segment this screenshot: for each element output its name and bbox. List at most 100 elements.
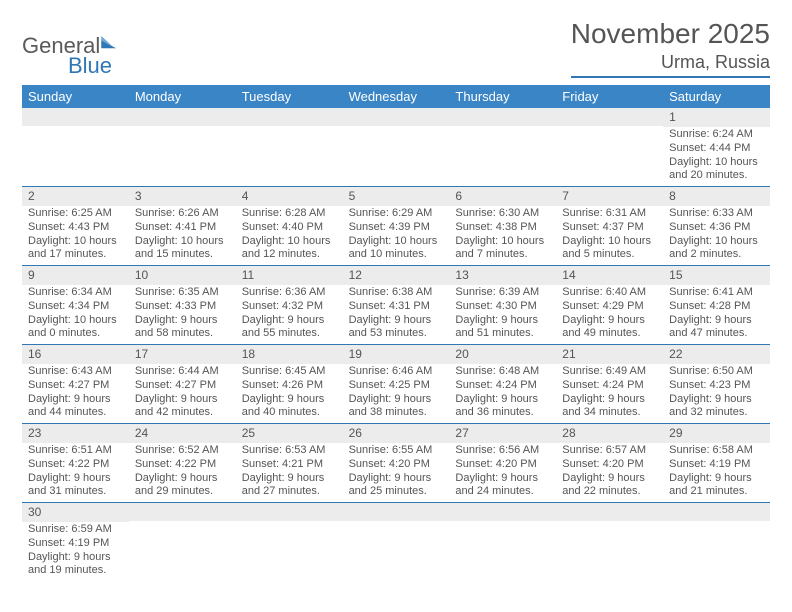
day-info: Sunrise: 6:24 AMSunset: 4:44 PMDaylight:… [663, 127, 770, 186]
sunset: Sunset: 4:27 PM [135, 379, 230, 393]
sunset: Sunset: 4:22 PM [28, 458, 123, 472]
calendar-cell: 23Sunrise: 6:51 AMSunset: 4:22 PMDayligh… [22, 424, 129, 502]
dow-sunday: Sunday [22, 85, 129, 108]
sunrise: Sunrise: 6:57 AM [562, 444, 657, 458]
calendar-cell [343, 503, 450, 581]
sunset: Sunset: 4:29 PM [562, 300, 657, 314]
sunrise: Sunrise: 6:49 AM [562, 365, 657, 379]
day-number: 1 [663, 108, 770, 127]
calendar-row: 30Sunrise: 6:59 AMSunset: 4:19 PMDayligh… [22, 503, 770, 581]
day-info: Sunrise: 6:53 AMSunset: 4:21 PMDaylight:… [236, 443, 343, 502]
sunrise: Sunrise: 6:44 AM [135, 365, 230, 379]
day-number: 17 [129, 345, 236, 364]
day-number: 30 [22, 503, 129, 522]
daylight: Daylight: 9 hours and 53 minutes. [349, 314, 444, 342]
daylight: Daylight: 9 hours and 49 minutes. [562, 314, 657, 342]
daylight: Daylight: 9 hours and 55 minutes. [242, 314, 337, 342]
daylight: Daylight: 9 hours and 32 minutes. [669, 393, 764, 421]
sunset: Sunset: 4:23 PM [669, 379, 764, 393]
day-info: Sunrise: 6:44 AMSunset: 4:27 PMDaylight:… [129, 364, 236, 423]
calendar-cell [663, 503, 770, 581]
calendar-cell: 1Sunrise: 6:24 AMSunset: 4:44 PMDaylight… [663, 108, 770, 186]
location: Urma, Russia [571, 52, 770, 78]
calendar-row: 23Sunrise: 6:51 AMSunset: 4:22 PMDayligh… [22, 424, 770, 503]
daylight: Daylight: 10 hours and 2 minutes. [669, 235, 764, 263]
calendar-cell: 13Sunrise: 6:39 AMSunset: 4:30 PMDayligh… [449, 266, 556, 344]
sunset: Sunset: 4:36 PM [669, 221, 764, 235]
day-info: Sunrise: 6:39 AMSunset: 4:30 PMDaylight:… [449, 285, 556, 344]
day-info: Sunrise: 6:51 AMSunset: 4:22 PMDaylight:… [22, 443, 129, 502]
day-info: Sunrise: 6:59 AMSunset: 4:19 PMDaylight:… [22, 522, 129, 581]
calendar-row: 1Sunrise: 6:24 AMSunset: 4:44 PMDaylight… [22, 108, 770, 187]
day-info: Sunrise: 6:38 AMSunset: 4:31 PMDaylight:… [343, 285, 450, 344]
sunrise: Sunrise: 6:33 AM [669, 207, 764, 221]
day-number: 2 [22, 187, 129, 206]
daylight: Daylight: 9 hours and 24 minutes. [455, 472, 550, 500]
day-number [236, 108, 343, 126]
day-number [129, 108, 236, 126]
daylight: Daylight: 10 hours and 20 minutes. [669, 156, 764, 184]
calendar-cell [556, 108, 663, 186]
sunset: Sunset: 4:39 PM [349, 221, 444, 235]
dow-saturday: Saturday [663, 85, 770, 108]
day-number [22, 108, 129, 126]
sunset: Sunset: 4:19 PM [669, 458, 764, 472]
day-number [449, 503, 556, 521]
daylight: Daylight: 10 hours and 12 minutes. [242, 235, 337, 263]
daylight: Daylight: 9 hours and 19 minutes. [28, 551, 123, 579]
calendar-cell: 22Sunrise: 6:50 AMSunset: 4:23 PMDayligh… [663, 345, 770, 423]
calendar-cell: 15Sunrise: 6:41 AMSunset: 4:28 PMDayligh… [663, 266, 770, 344]
dow-monday: Monday [129, 85, 236, 108]
sunrise: Sunrise: 6:46 AM [349, 365, 444, 379]
sunrise: Sunrise: 6:28 AM [242, 207, 337, 221]
sunset: Sunset: 4:31 PM [349, 300, 444, 314]
calendar-row: 16Sunrise: 6:43 AMSunset: 4:27 PMDayligh… [22, 345, 770, 424]
sunrise: Sunrise: 6:53 AM [242, 444, 337, 458]
dow-wednesday: Wednesday [343, 85, 450, 108]
calendar-cell: 16Sunrise: 6:43 AMSunset: 4:27 PMDayligh… [22, 345, 129, 423]
sunset: Sunset: 4:43 PM [28, 221, 123, 235]
daylight: Daylight: 9 hours and 36 minutes. [455, 393, 550, 421]
daylight: Daylight: 9 hours and 38 minutes. [349, 393, 444, 421]
sunrise: Sunrise: 6:25 AM [28, 207, 123, 221]
daylight: Daylight: 9 hours and 27 minutes. [242, 472, 337, 500]
day-number: 4 [236, 187, 343, 206]
day-number: 22 [663, 345, 770, 364]
day-info: Sunrise: 6:48 AMSunset: 4:24 PMDaylight:… [449, 364, 556, 423]
calendar-cell [236, 108, 343, 186]
day-info: Sunrise: 6:30 AMSunset: 4:38 PMDaylight:… [449, 206, 556, 265]
page: GeneralBlue November 2025 Urma, Russia S… [0, 0, 792, 591]
header: GeneralBlue November 2025 Urma, Russia [22, 18, 770, 79]
calendar-cell: 6Sunrise: 6:30 AMSunset: 4:38 PMDaylight… [449, 187, 556, 265]
calendar-cell: 7Sunrise: 6:31 AMSunset: 4:37 PMDaylight… [556, 187, 663, 265]
day-number: 5 [343, 187, 450, 206]
sunset: Sunset: 4:20 PM [349, 458, 444, 472]
sunset: Sunset: 4:37 PM [562, 221, 657, 235]
daylight: Daylight: 9 hours and 31 minutes. [28, 472, 123, 500]
dow-tuesday: Tuesday [236, 85, 343, 108]
calendar-cell: 11Sunrise: 6:36 AMSunset: 4:32 PMDayligh… [236, 266, 343, 344]
day-info: Sunrise: 6:29 AMSunset: 4:39 PMDaylight:… [343, 206, 450, 265]
calendar-cell: 8Sunrise: 6:33 AMSunset: 4:36 PMDaylight… [663, 187, 770, 265]
day-number: 6 [449, 187, 556, 206]
sunset: Sunset: 4:21 PM [242, 458, 337, 472]
sunset: Sunset: 4:44 PM [669, 142, 764, 156]
day-number: 20 [449, 345, 556, 364]
sunrise: Sunrise: 6:52 AM [135, 444, 230, 458]
sunrise: Sunrise: 6:35 AM [135, 286, 230, 300]
sunrise: Sunrise: 6:36 AM [242, 286, 337, 300]
calendar-cell [22, 108, 129, 186]
sunrise: Sunrise: 6:48 AM [455, 365, 550, 379]
sunset: Sunset: 4:24 PM [455, 379, 550, 393]
daylight: Daylight: 10 hours and 10 minutes. [349, 235, 444, 263]
day-info: Sunrise: 6:49 AMSunset: 4:24 PMDaylight:… [556, 364, 663, 423]
day-info: Sunrise: 6:36 AMSunset: 4:32 PMDaylight:… [236, 285, 343, 344]
day-number: 13 [449, 266, 556, 285]
calendar-cell [129, 108, 236, 186]
calendar-cell: 24Sunrise: 6:52 AMSunset: 4:22 PMDayligh… [129, 424, 236, 502]
day-number: 19 [343, 345, 450, 364]
sunrise: Sunrise: 6:34 AM [28, 286, 123, 300]
calendar-cell [236, 503, 343, 581]
sunset: Sunset: 4:25 PM [349, 379, 444, 393]
calendar-cell: 3Sunrise: 6:26 AMSunset: 4:41 PMDaylight… [129, 187, 236, 265]
